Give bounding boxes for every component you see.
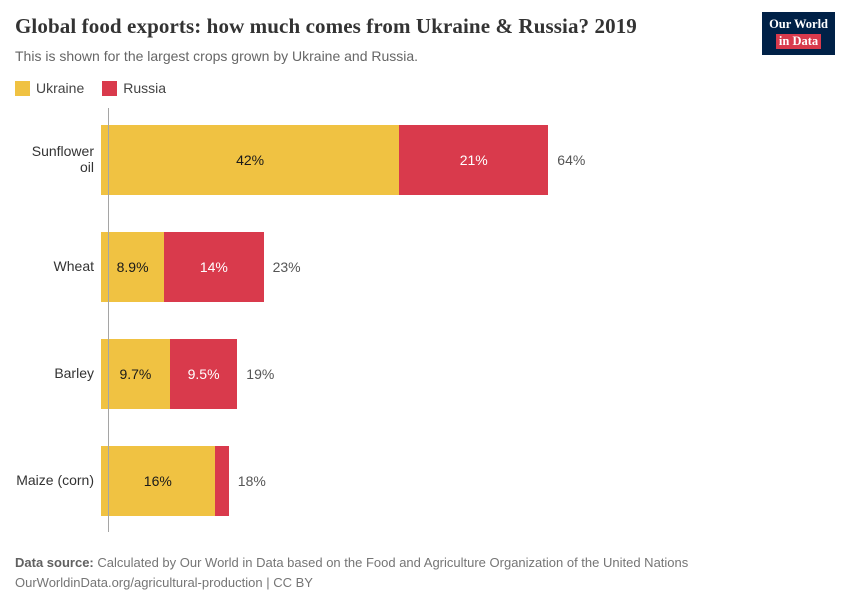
legend-label: Ukraine: [36, 80, 85, 96]
data-source-label: Data source:: [15, 555, 94, 570]
bar-segment-russia[interactable]: 21%: [399, 124, 549, 195]
footer: Data source: Calculated by Our World in …: [15, 553, 835, 593]
total-label: 18%: [237, 472, 266, 489]
chart-row: Barley 9.7% 9.5% 19%: [15, 320, 835, 427]
total-label: 23%: [272, 258, 301, 275]
chart-subtitle: This is shown for the largest crops grow…: [15, 48, 419, 64]
legend-label: Russia: [123, 80, 167, 96]
bar-segment-russia[interactable]: [214, 445, 229, 516]
owid-logo-line1: Our World: [769, 17, 828, 31]
bar-segment-ukraine[interactable]: 16%: [101, 445, 215, 516]
y-axis-line: [108, 108, 109, 532]
chart-area: Sunflower oil 42% 21% 64% Wheat 8.9% 14% 23% Bar…: [15, 106, 835, 534]
bar[interactable]: 16%: [101, 445, 229, 516]
chart-row: Wheat 8.9% 14% 23%: [15, 213, 835, 320]
total-label: 64%: [557, 151, 586, 168]
legend-item-ukraine[interactable]: Ukraine: [15, 80, 84, 96]
bar-segment-russia[interactable]: 14%: [164, 231, 264, 302]
bar[interactable]: 8.9% 14%: [101, 231, 264, 302]
legend-swatch: [102, 80, 118, 96]
bar-segment-ukraine[interactable]: 8.9%: [101, 231, 165, 302]
category-label: Maize (corn): [16, 471, 94, 488]
chart-row: Maize (corn) 16% 18%: [15, 427, 835, 534]
chart-row: Sunflower oil 42% 21% 64%: [15, 106, 835, 213]
license-line: OurWorldinData.org/agricultural-producti…: [15, 575, 313, 591]
bar-segment-ukraine[interactable]: 42%: [101, 124, 400, 195]
legend-item-russia[interactable]: Russia: [102, 80, 166, 96]
data-source-line: Data source: Calculated by Our World in …: [15, 553, 835, 573]
category-label: Wheat: [53, 257, 94, 274]
chart-title: Global food exports: how much comes from…: [15, 14, 637, 38]
bar-segment-russia[interactable]: 9.5%: [169, 338, 238, 409]
legend: Ukraine Russia: [15, 80, 835, 96]
owid-logo-line2: in Data: [775, 33, 822, 50]
chart-rows: Sunflower oil 42% 21% 64% Wheat 8.9% 14% 23% Bar…: [15, 106, 835, 534]
bar-segment-ukraine[interactable]: 9.7%: [101, 338, 170, 409]
bar[interactable]: 42% 21%: [101, 124, 549, 195]
bar[interactable]: 9.7% 9.5%: [101, 338, 238, 409]
legend-swatch: [15, 80, 30, 96]
category-label: Sunflower oil: [31, 143, 94, 175]
owid-logo: Our World in Data: [762, 12, 835, 56]
data-source-text: Calculated by Our World in Data based on…: [97, 555, 689, 570]
total-label: 19%: [246, 365, 275, 382]
header: Global food exports: how much comes from…: [15, 12, 835, 64]
category-label: Barley: [54, 364, 94, 381]
